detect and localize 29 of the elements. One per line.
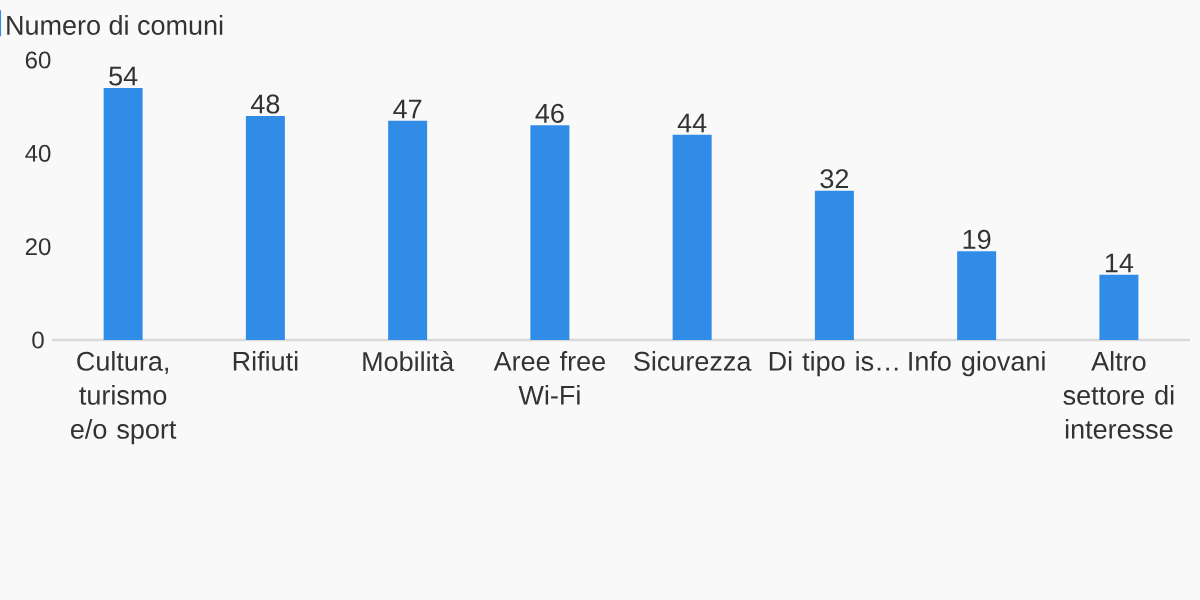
data-label: 46 [535,103,564,123]
x-tick-label: Info giovani [909,351,1045,377]
x-tick-label: Di tipo is… [769,351,898,377]
data-label: 44 [677,113,707,133]
y-tick-label: 60 [25,51,51,69]
data-label: 14 [1105,253,1134,273]
data-label: 32 [820,169,849,189]
bar [1099,274,1139,340]
x-tick-label: Rifiuti [233,351,298,371]
data-label: 47 [393,99,422,119]
y-tick-label: 20 [25,238,51,256]
bar [388,120,428,340]
data-label: 48 [251,94,280,114]
data-label: 54 [109,66,138,86]
data-label: 19 [963,229,991,249]
bar [672,134,712,340]
bar [530,125,570,340]
x-tick-label: Altro settore di interesse [1063,351,1174,439]
bar [245,116,285,340]
legend-label: Numero di comuni [7,15,223,35]
x-tick-label: Aree free Wi-Fi [493,351,605,405]
x-tick-label: Cultura, turismo e/o sport [71,351,177,445]
x-tick-label: Sicurezza [634,351,752,371]
y-tick-label: 0 [32,331,44,349]
bar [103,87,143,340]
bar [957,251,997,340]
bar [814,190,854,340]
y-tick-label: 40 [25,144,51,162]
x-tick-label: Mobilità [363,351,455,372]
